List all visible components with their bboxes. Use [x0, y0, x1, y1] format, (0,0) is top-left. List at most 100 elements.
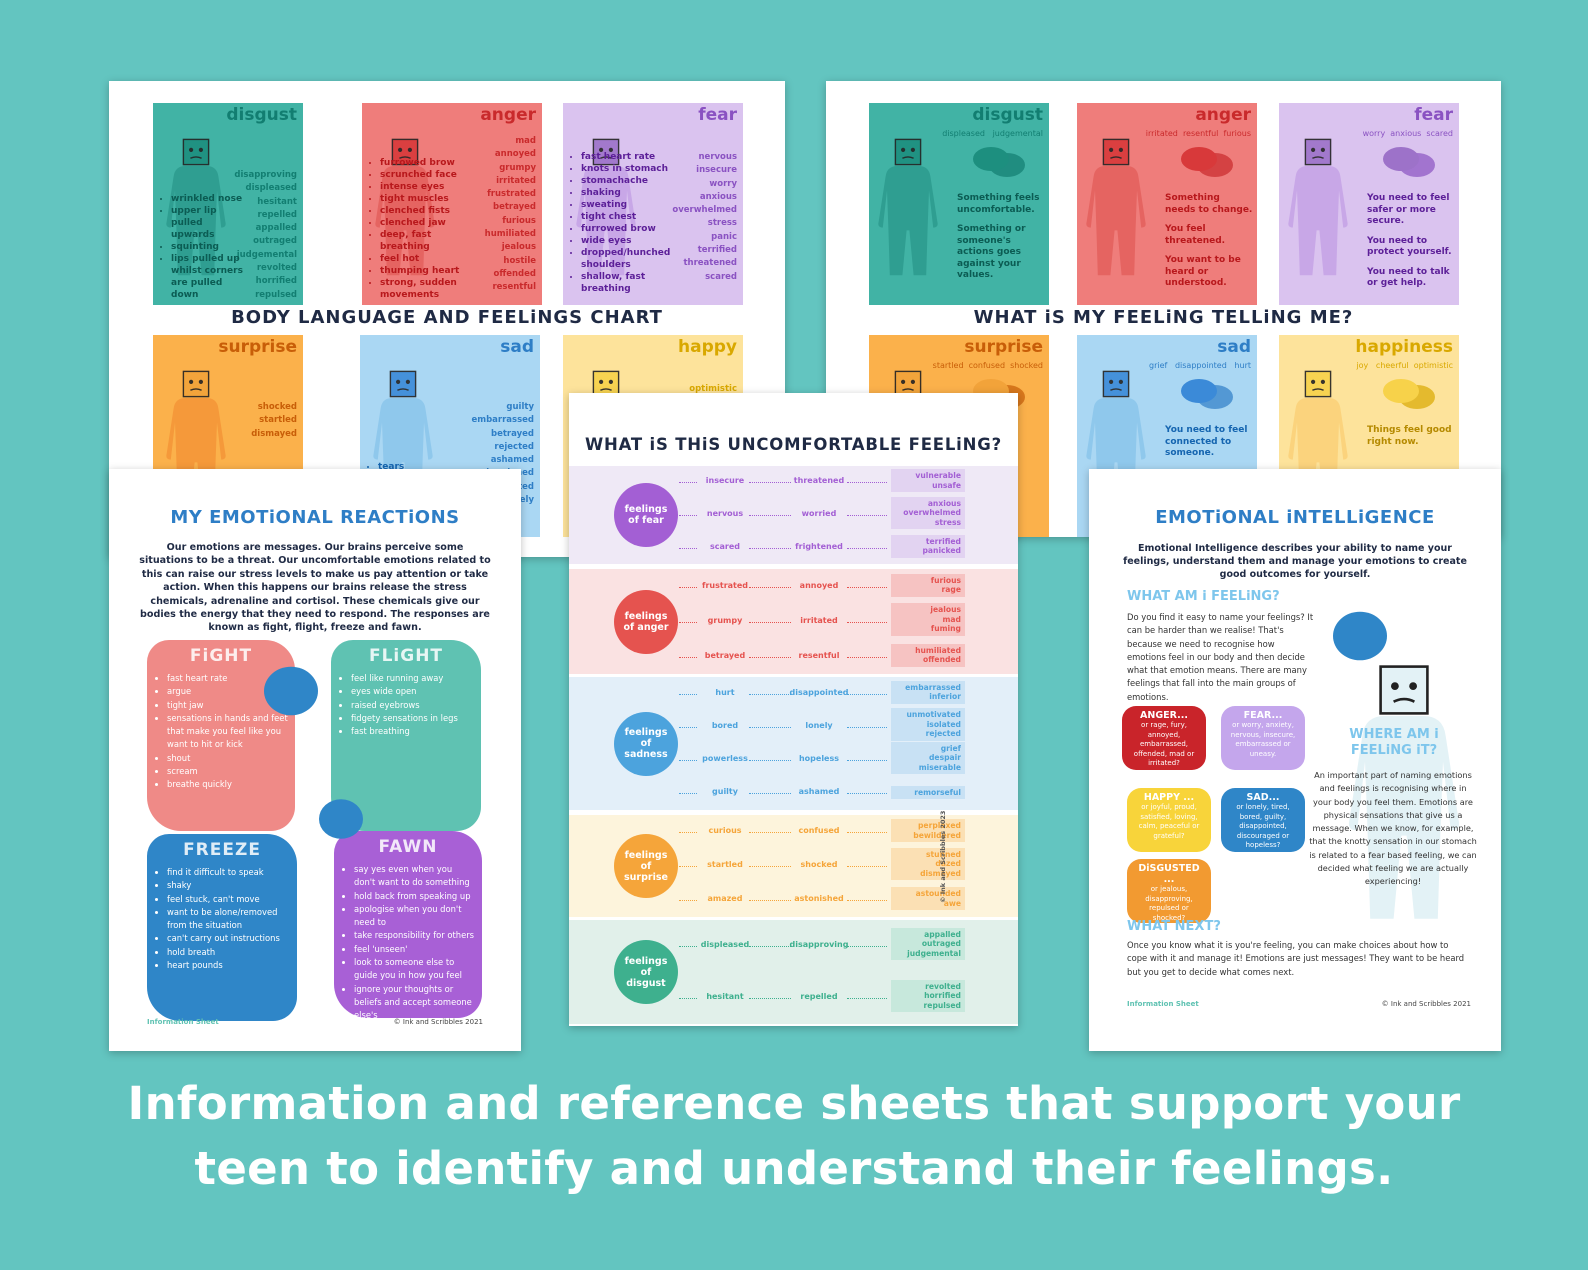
first-word: powerless [702, 754, 748, 764]
final-box: terrified panicked [891, 534, 965, 558]
feeling-word: furious [502, 215, 536, 226]
first-word: amazed [707, 894, 743, 903]
final-word: dazed [935, 859, 961, 868]
feeling-tags: joy cheerful optimistic [1356, 361, 1453, 370]
emotion-panel: disgust displeased judgemental Something f… [869, 103, 1049, 305]
bubble-name: DiSGUSTED ... [1138, 863, 1200, 885]
final-word: appalled [924, 929, 961, 939]
feeling-word: scared [705, 271, 737, 282]
final-word: unmotivated [906, 710, 961, 720]
sheet: WHAT iS THiS UNCOMFORTABLE FEELiNG? feeli… [569, 393, 1018, 1026]
first-word: grumpy [707, 615, 743, 625]
arrow [847, 998, 887, 999]
body-cue: knots in stomach [581, 163, 683, 175]
message-list: Something feels uncomfortable. Something … [957, 193, 1045, 290]
final-word: rage [941, 585, 961, 594]
feeling-word: annoyed [494, 149, 536, 160]
final-word: horrified [924, 991, 961, 1000]
face [182, 138, 210, 166]
body-cue: shallow, fast breathing [581, 271, 683, 295]
reaction-item: hold breath [167, 946, 291, 959]
final-word: rejected [925, 729, 961, 739]
reaction-name: FiGHT [189, 646, 253, 666]
bubble-text: or jealous, disapproving, repulsed or sh… [1145, 885, 1193, 922]
mouth [1110, 388, 1122, 391]
arrow [749, 998, 791, 999]
message-list: You need to feel connected to someone. [1165, 425, 1253, 468]
figure-body [1288, 166, 1348, 276]
message: You feel threatened. [1165, 224, 1226, 246]
final-box: appalled outraged judgemental [891, 927, 965, 960]
blob-shape [1333, 611, 1387, 661]
body-cue: scrunched face [380, 169, 482, 181]
emotion-panel: fear worry anxious scared You need to feel… [1279, 103, 1459, 305]
figure [878, 138, 938, 276]
eye [1311, 379, 1316, 384]
paragraph: Do you find it easy to name your feeling… [1127, 612, 1314, 702]
final-word: stunned [926, 849, 961, 859]
arrow [847, 621, 887, 623]
bubble-name: SAD... [1246, 792, 1280, 803]
group-circle: feelings of disgust [614, 940, 678, 1004]
face [389, 370, 417, 398]
eye [198, 147, 203, 152]
footer-right: © Ink and Scribbles 2021 [393, 1018, 483, 1026]
first-word: bored [711, 720, 739, 730]
reaction-item: shout [167, 752, 289, 765]
mouth [600, 388, 612, 391]
first-word: hurt [715, 687, 735, 697]
arrow [749, 760, 791, 762]
chat-bubble [973, 147, 1009, 171]
bubble-text: or rage, fury, annoyed, embarrassed, off… [1133, 721, 1195, 767]
copyright: © Ink and Scribbles 2023 [939, 810, 947, 903]
final-word: grief [940, 743, 961, 753]
panel-name: anger [1195, 105, 1251, 125]
body-cue: deep, fast breathing [380, 229, 482, 253]
emotion-panel: fear nervous insecure worry anxious overwhelm… [563, 103, 743, 305]
arrow [847, 866, 887, 867]
final-word: awe [943, 898, 961, 908]
figure [375, 138, 435, 276]
panel-name: fear [698, 105, 737, 125]
arrow [679, 586, 697, 588]
reaction-item: scream [167, 765, 289, 778]
final-box: remorseful [891, 785, 965, 800]
final-word: stress [934, 517, 961, 527]
body-cue: tears [378, 461, 480, 473]
reaction-item: want to be alone/removed from the situat… [167, 906, 291, 933]
feeling-word: terrified [697, 245, 737, 256]
feeling-word: ashamed [490, 455, 534, 466]
body-cue: shaking [581, 187, 683, 199]
feeling-tags: displeased judgemental [942, 129, 1043, 138]
arrow [847, 900, 887, 901]
feeling-word: horrified [255, 276, 297, 287]
figure-body [878, 166, 938, 276]
feeling-tags: grief disappointed hurt [1148, 361, 1251, 370]
footer-right: © Ink and Scribbles 2021 [1381, 1000, 1471, 1008]
arrow [679, 726, 697, 728]
reaction-item: argue [167, 685, 289, 698]
final-box: stunned dazed dismayed [891, 847, 965, 880]
face [592, 370, 620, 398]
reaction-box: FiGHT fast heart ratearguetight jawsensat… [147, 640, 295, 831]
figure-body [1348, 716, 1460, 919]
reaction-item: feel 'unseen' [354, 943, 476, 956]
feeling-word: overwhelmed [672, 205, 737, 216]
word-list: shocked startled dismayed [251, 401, 297, 441]
eye [901, 379, 906, 384]
arrow [749, 621, 791, 623]
bubble-name: HAPPY ... [1143, 792, 1195, 803]
feeling-tags: irritated resentful furious [1145, 129, 1251, 138]
reaction-list: find it difficult to speakshakyfeel stuc… [147, 866, 291, 972]
final-word: bewildered [913, 830, 961, 840]
feeling-word: betrayed [491, 428, 534, 439]
face [1304, 138, 1332, 166]
reaction-item: breathe quickly [167, 778, 289, 791]
reaction-item: fidgety sensations in legs [351, 712, 475, 725]
feeling-word: offended [493, 268, 536, 279]
mouth [600, 156, 612, 159]
final-word: despair [928, 753, 961, 763]
final-word: furious [930, 575, 961, 585]
arrow [679, 547, 697, 549]
blob-shape [319, 799, 363, 839]
